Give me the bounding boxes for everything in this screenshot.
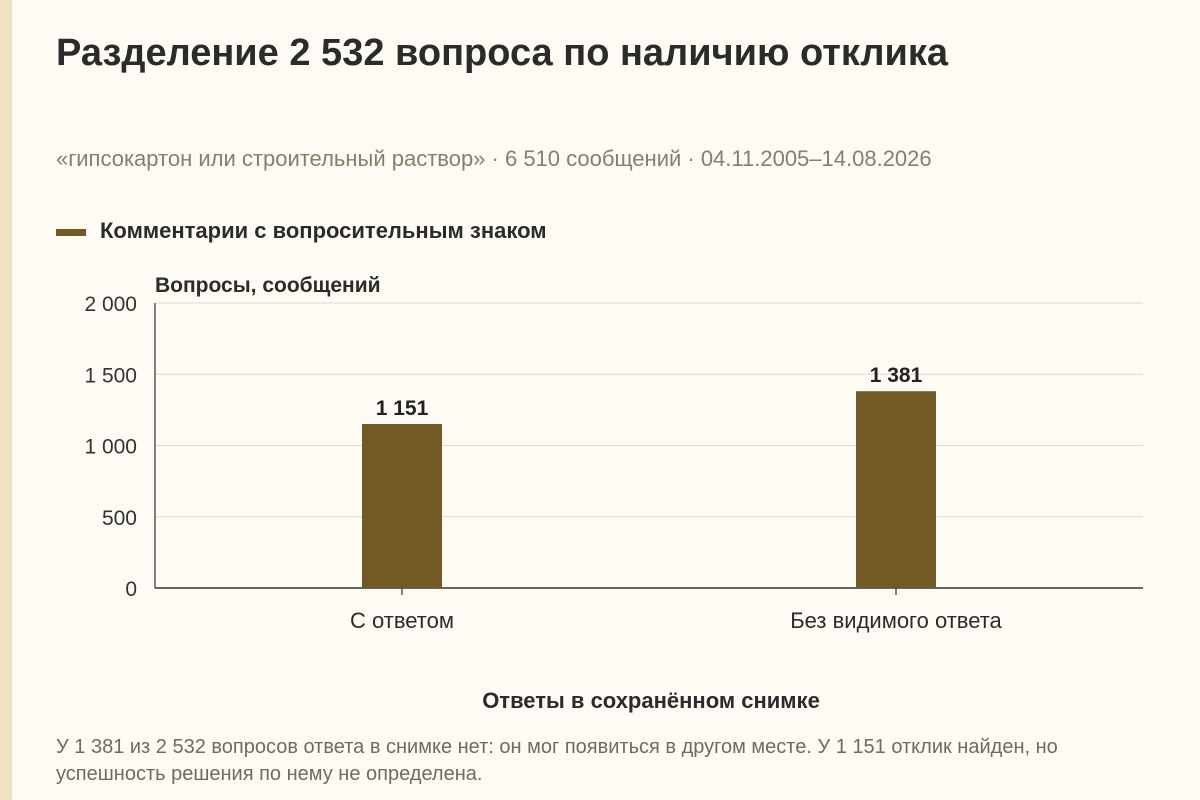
chart-caption: У 1 381 из 2 532 вопросов ответа в снимк…: [56, 736, 1058, 785]
legend: Комментарии с вопросительным знаком: [56, 218, 547, 244]
x-tick-label: Без видимого ответа: [790, 608, 1002, 633]
y-tick-label: 500: [102, 507, 137, 530]
y-tick-label: 1 000: [84, 436, 137, 459]
x-axis-title: Ответы в сохранённом снимке: [482, 688, 820, 713]
bar: [856, 391, 936, 588]
bar-value-label: 1 381: [870, 364, 923, 387]
legend-label: Комментарии с вопросительным знаком: [100, 218, 547, 243]
y-tick-label: 1 500: [84, 364, 137, 387]
chart-title: Разделение 2 532 вопроса по наличию откл…: [56, 32, 948, 74]
y-tick-label: 2 000: [84, 293, 137, 316]
chart-subtitle: «гипсокартон или строительный раствор» ·…: [56, 146, 932, 171]
bar-value-label: 1 151: [376, 397, 429, 420]
legend-swatch: [56, 228, 86, 236]
y-axis-title: Вопросы, сообщений: [155, 274, 381, 297]
x-tick-label: С ответом: [350, 608, 454, 633]
bar: [362, 423, 442, 588]
y-tick-label: 0: [125, 578, 137, 601]
left-accent-stripe: [0, 0, 12, 800]
